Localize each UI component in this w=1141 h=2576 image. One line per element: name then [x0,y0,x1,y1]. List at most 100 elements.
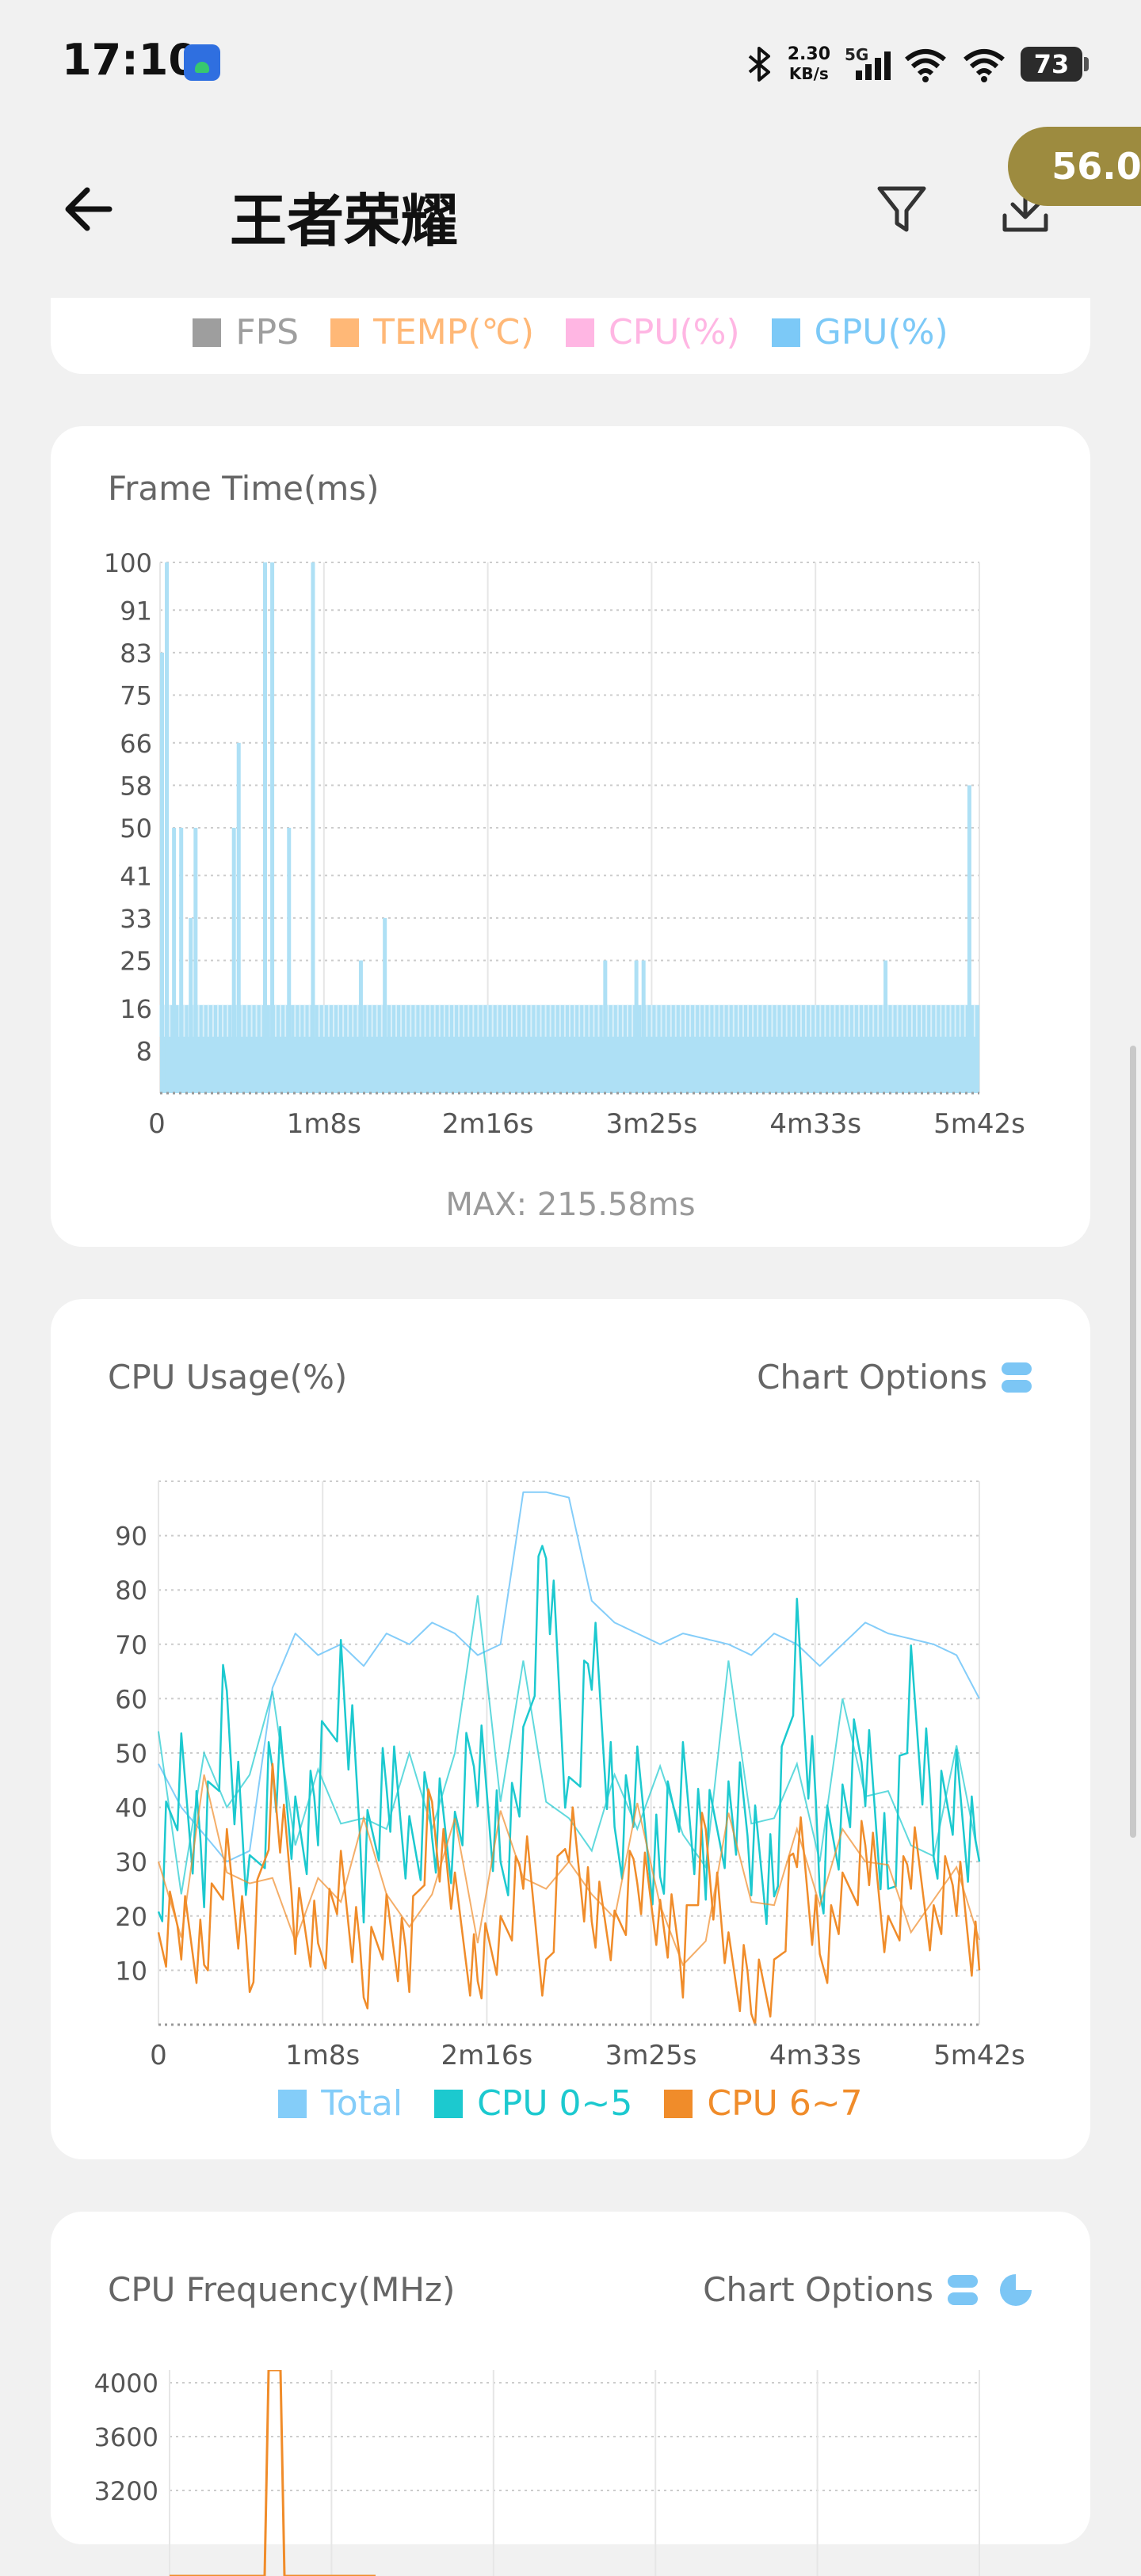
legend-swatch [566,318,595,347]
frame-time-spike [189,917,193,1093]
frame-time-max-label: MAX: 215.58ms [445,1187,696,1223]
y-tick-label: 50 [115,1739,147,1769]
cpu-frequency-card: CPU Frequency(MHz) Chart Options 4000 360… [51,2212,1090,2576]
status-bar: 17:10 2.30 KB/s 5G 73 [0,0,1141,127]
frame-time-spike [358,960,363,1093]
y-tick-label: 60 [115,1684,147,1714]
overview-legend: FPS TEMP(℃) CPU(%) GPU(%) [51,298,1090,352]
frequency-line [170,2370,376,2576]
x-tick-label: 4m33s [769,1108,861,1140]
frame-time-chart: 100 91 83 75 66 58 50 41 33 25 16 8 0 1m8s 2m16s 3m25s 4… [104,548,1025,1140]
y-tick-label: 20 [115,1902,147,1932]
frame-time-card: Frame Time(ms) 100 91 83 75 66 58 50 41 33 25 16 8 0… [51,426,1090,1247]
frame-time-spike [263,562,268,1093]
cpu-usage-title: CPU Usage(%) [108,1358,348,1397]
frame-time-spike [165,562,170,1093]
frame-time-spike [236,742,241,1093]
x-tick-label: 3m25s [606,1108,698,1140]
cpu-usage-legend: Total CPU 0~5 CPU 6~7 [51,2083,1090,2124]
y-tick-label: 25 [120,947,152,977]
x-tick-label: 5m42s [933,2040,1025,2067]
series-line-secondary [158,1595,980,1895]
x-tick-label: 1m8s [285,2040,360,2067]
y-tick-label: 4000 [94,2370,158,2399]
x-tick-label: 4m33s [769,2040,861,2067]
legend-swatch [434,2089,464,2118]
y-tick-label: 58 [120,771,152,801]
chart-options-label: Chart Options [703,2270,933,2309]
x-tick-label: 2m16s [442,1108,534,1140]
y-tick-label: 70 [115,1630,147,1660]
series-line-total [158,1491,980,1863]
frame-time-spike [634,960,639,1093]
overview-legend-card: FPS TEMP(℃) CPU(%) GPU(%) [51,298,1090,374]
cpu-frequency-title: CPU Frequency(MHz) [108,2270,456,2309]
cpu-usage-chart: 90 80 70 60 50 40 30 20 10 0 1m8s 2m16s 3m25s 4m33s 5m… [115,1480,1025,2067]
legend-swatch [278,2089,307,2118]
x-tick-label: 5m42s [933,1108,1025,1140]
legend-label: CPU(%) [609,312,740,352]
legend-label: Total [321,2083,403,2124]
cpu-legend-item[interactable]: CPU 0~5 [434,2083,632,2124]
x-tick-label: 2m16s [441,2040,533,2067]
overview-legend-item[interactable]: TEMP(℃) [330,312,534,352]
y-tick-label: 40 [115,1793,147,1823]
frame-time-spike [883,960,888,1093]
frame-time-spike [967,785,971,1093]
cpu-frequency-chart-options[interactable]: Chart Options [703,2270,1033,2309]
y-tick-label: 80 [115,1576,147,1606]
frame-time-title: Frame Time(ms) [108,469,380,508]
filter-icon[interactable] [873,181,930,238]
legend-label: TEMP(℃) [373,312,535,352]
y-tick-label: 3200 [94,2476,158,2506]
signal-icon: 5G [845,45,891,83]
frame-time-spike [311,562,315,1093]
cpu-usage-card: CPU Usage(%) Chart Options 90 80 70 60 50 40 3… [51,1299,1090,2159]
y-tick-label: 30 [115,1847,147,1877]
y-tick-label: 10 [115,1956,147,1986]
x-tick-label: 0 [150,2040,167,2067]
x-tick-label: 0 [148,1108,166,1140]
chart-options-label: Chart Options [757,1358,987,1397]
overview-legend-item[interactable]: GPU(%) [771,312,948,352]
y-tick-label: 3600 [94,2422,158,2452]
legend-swatch [771,318,800,347]
y-tick-label: 33 [120,904,152,934]
overview-legend-item[interactable]: CPU(%) [566,312,740,352]
wifi-icon [905,49,946,82]
frame-time-spike [287,828,292,1093]
legend-swatch [193,318,222,347]
cpu-legend-item[interactable]: Total [278,2083,403,2124]
wifi-icon [964,49,1005,82]
frame-time-spike [172,828,177,1093]
cpu-frequency-chart: 4000 3600 3200 [94,2370,980,2576]
series-line-cpu67 [157,1762,981,2026]
frame-time-spike [179,828,184,1093]
y-tick-label: 83 [120,638,152,669]
scrollbar[interactable] [1130,1046,1136,1838]
legend-swatch [330,318,360,347]
x-tick-label: 3m25s [605,2040,697,2067]
fps-floating-badge[interactable]: 56.0 [1008,127,1141,206]
chart-options-toggle-icon[interactable] [1002,1362,1032,1393]
cpu-legend-item[interactable]: CPU 6~7 [664,2083,863,2124]
y-tick-label: 66 [120,729,152,759]
y-tick-label: 100 [104,548,152,578]
frame-time-spike [383,917,387,1093]
cpu-usage-chart-options[interactable]: Chart Options [757,1358,1032,1397]
frame-time-spike [641,960,646,1093]
y-tick-label: 50 [120,814,152,844]
frame-time-spike [603,960,608,1093]
frame-time-spike [193,828,198,1093]
series-line-cpu05 [157,1545,981,1926]
legend-label: GPU(%) [814,312,948,352]
chart-options-toggle-icon[interactable] [948,2274,978,2305]
back-arrow-icon[interactable] [60,181,117,238]
legend-label: FPS [235,312,300,352]
net-speed: 2.30 KB/s [787,44,830,84]
overview-legend-item[interactable]: FPS [193,312,299,352]
frame-time-spike [231,828,236,1093]
legend-label: CPU 0~5 [477,2083,633,2124]
pie-chart-icon[interactable] [1000,2272,1033,2306]
status-icons: 2.30 KB/s 5G 73 [746,36,1089,92]
